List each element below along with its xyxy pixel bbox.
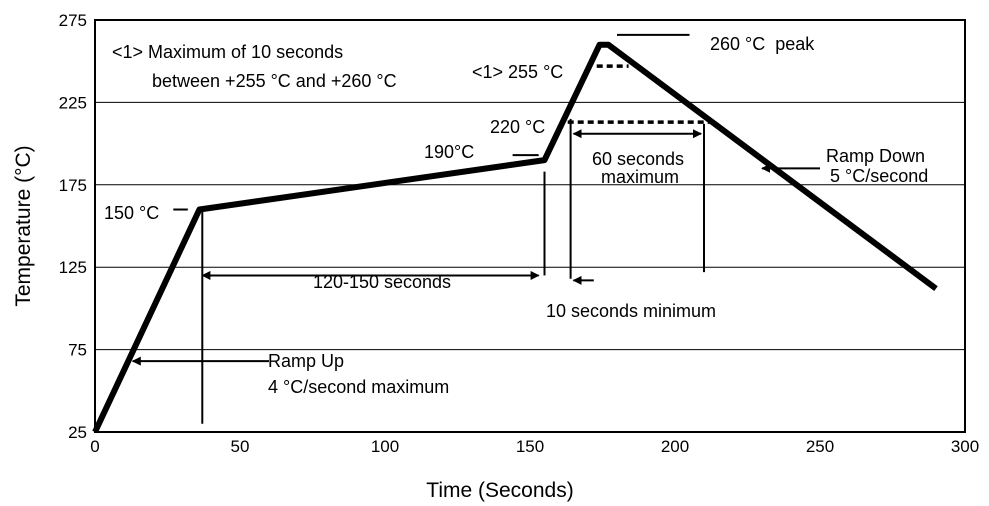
plot-frame [94, 19, 966, 433]
ramp-down-line-1: Ramp Down [826, 146, 925, 166]
note-line-1: <1> Maximum of 10 seconds [112, 42, 343, 62]
y-tick-label: 225 [59, 93, 87, 112]
x-tick-label: 0 [90, 437, 99, 456]
y-tick-label: 275 [59, 11, 87, 30]
sixty-seconds-line-2: maximum [601, 167, 679, 187]
y-tick-label: 175 [59, 176, 87, 195]
ramp-up-line-1: Ramp Up [268, 351, 344, 371]
annotation-lines [131, 33, 820, 424]
x-tick-label: 100 [371, 437, 399, 456]
y-tick-label: 75 [68, 341, 87, 360]
sixty-seconds-line-1: 60 seconds [592, 149, 684, 169]
x-tick-label: 300 [951, 437, 979, 456]
label-220: 220 °C [490, 117, 545, 137]
x-tick-label: 150 [516, 437, 544, 456]
ramp-up-line-2: 4 °C/second maximum [268, 377, 449, 397]
label-255: <1> 255 °C [472, 62, 563, 82]
y-tick-label: 25 [68, 423, 87, 442]
axis-ticks: 25 75 125 175 225 275 0 50 100 150 200 250 300 [59, 11, 980, 456]
x-tick-label: 50 [231, 437, 250, 456]
peak-label: 260 °C peak [710, 34, 815, 54]
y-axis-label: Temperature (°C) [12, 145, 35, 306]
ramp-down-line-2: 5 °C/second [830, 166, 928, 186]
x-tick-label: 200 [661, 437, 689, 456]
temperature-profile-line [92, 41, 938, 434]
label-150: 150 °C [104, 203, 159, 223]
soak-duration-label: 120-150 seconds [313, 272, 451, 292]
y-tick-label: 125 [59, 258, 87, 277]
label-190: 190°C [424, 142, 474, 162]
horizontal-gridlines [95, 101, 965, 351]
note-line-2: between +255 °C and +260 °C [152, 71, 397, 91]
x-tick-label: 250 [806, 437, 834, 456]
x-axis-label: Time (Seconds) [426, 479, 573, 502]
ten-seconds-label: 10 seconds minimum [546, 301, 716, 321]
annotation-labels: <1> Maximum of 10 seconds between +255 °… [104, 34, 928, 397]
